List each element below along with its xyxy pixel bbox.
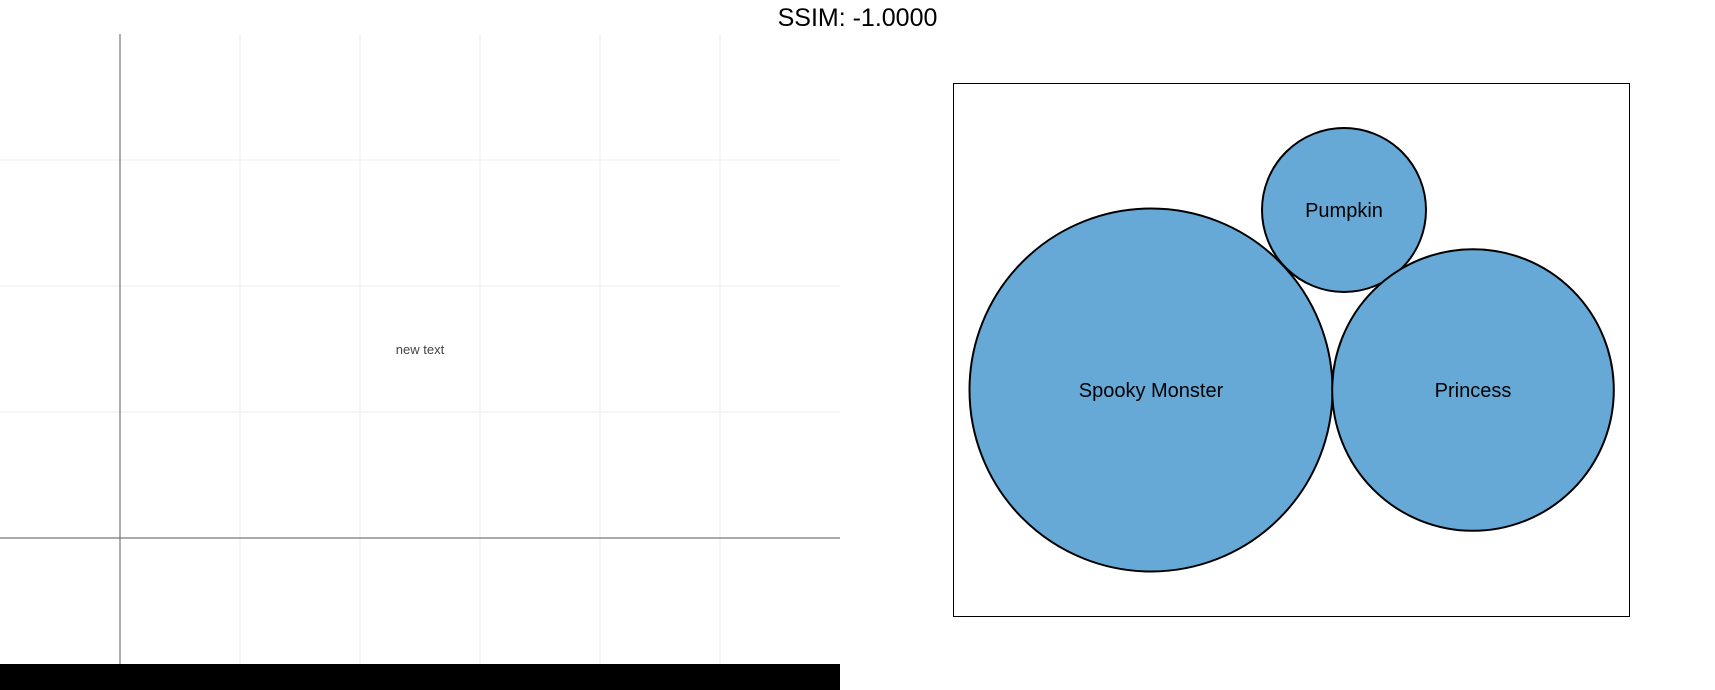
bubble-chart-svg: Pumpkin Spooky Monster Princess (953, 83, 1630, 617)
bubbles: Pumpkin Spooky Monster Princess (968, 127, 1615, 573)
bubble-chart-panel: Pumpkin Spooky Monster Princess (953, 83, 1630, 617)
page-title: SSIM: -1.0000 (777, 4, 938, 32)
left-plot-panel: new text (0, 34, 840, 664)
left-plot-svg: new text (0, 34, 840, 664)
annotation-text: new text (396, 342, 445, 357)
bubble-princess (1331, 248, 1615, 532)
bubble-label-princess: Princess (1435, 380, 1512, 402)
grid (0, 34, 840, 664)
bottom-black-bar (0, 664, 840, 690)
bubble-label-pumpkin: Pumpkin (1305, 200, 1383, 222)
bubble-label-spooky-monster: Spooky Monster (1079, 380, 1224, 402)
bubble-pumpkin (1261, 127, 1427, 293)
